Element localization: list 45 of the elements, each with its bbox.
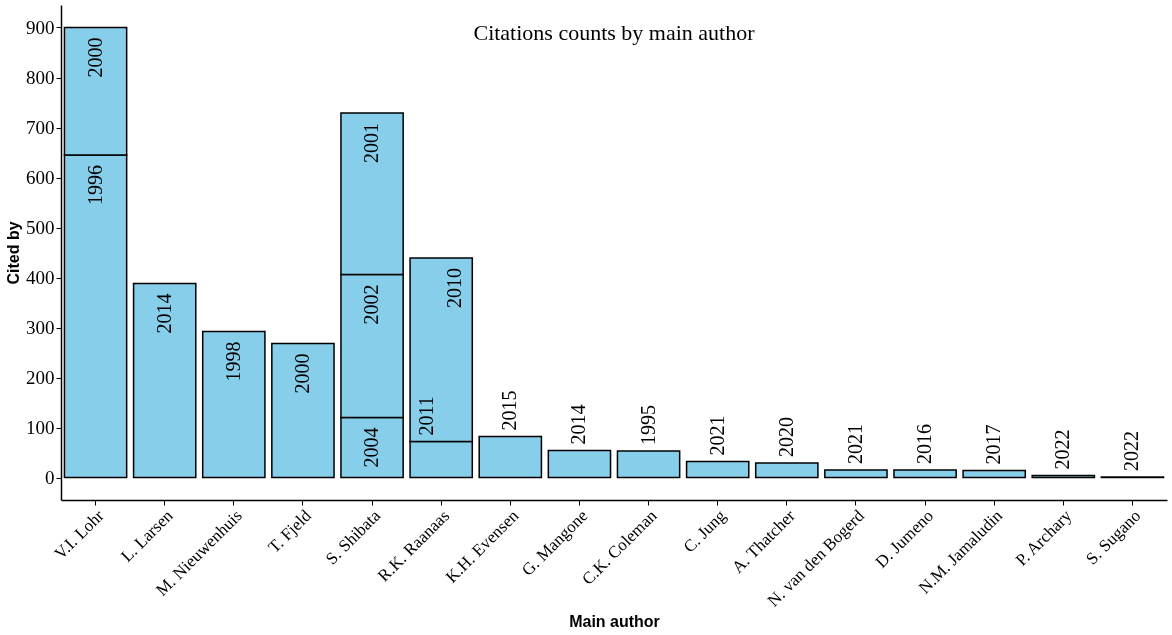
annotation: 2010 (443, 268, 466, 308)
annotation: 2016 (913, 424, 936, 464)
y-axis-title: Cited by (5, 221, 22, 285)
bar (962, 469, 1027, 479)
y-tick-label: 300 (26, 317, 55, 338)
annotation: 2017 (982, 424, 1005, 465)
annotation: 2002 (360, 284, 383, 325)
y-tick-label: 500 (26, 217, 55, 238)
y-tick-label: 700 (26, 117, 55, 138)
annotation: 2000 (83, 37, 106, 78)
x-axis-title: Main author (569, 612, 660, 630)
bar (685, 460, 750, 479)
bar (824, 469, 888, 479)
annotation: 1998 (221, 341, 244, 382)
annotation: 2020 (774, 417, 797, 457)
bar (754, 462, 819, 479)
annotation: 2004 (360, 427, 383, 468)
text: Citations counts by main author (473, 20, 756, 45)
annotation: 2000 (290, 353, 313, 394)
y-tick-label: 200 (26, 367, 55, 388)
y-tick-label: 900 (26, 17, 55, 38)
annotation: 2021 (843, 424, 866, 464)
annotation: 1996 (83, 165, 106, 205)
bar (893, 469, 957, 479)
y-tick-label: 800 (26, 67, 55, 88)
bar (201, 330, 266, 479)
y-tick-label: 100 (26, 417, 55, 438)
bar (271, 342, 335, 479)
annotation: 1995 (636, 405, 659, 445)
annotation: 2001 (360, 123, 383, 163)
annotation: 2014 (152, 293, 175, 334)
y-tick-label: 400 (26, 267, 55, 288)
annotation: 2022 (1051, 429, 1074, 470)
annotation: 2015 (498, 390, 521, 431)
y-tick-label: 0 (45, 467, 55, 488)
bar (547, 449, 612, 479)
annotation: 2011 (415, 396, 438, 436)
annotation: 2014 (567, 404, 590, 445)
annotation: 2022 (1120, 431, 1143, 471)
annotation: 2021 (705, 415, 728, 456)
y-tick-label: 600 (26, 167, 55, 188)
x-tick-label: C. Jung (679, 505, 731, 557)
bar (478, 435, 543, 479)
bar (132, 282, 197, 479)
bar (616, 450, 681, 479)
